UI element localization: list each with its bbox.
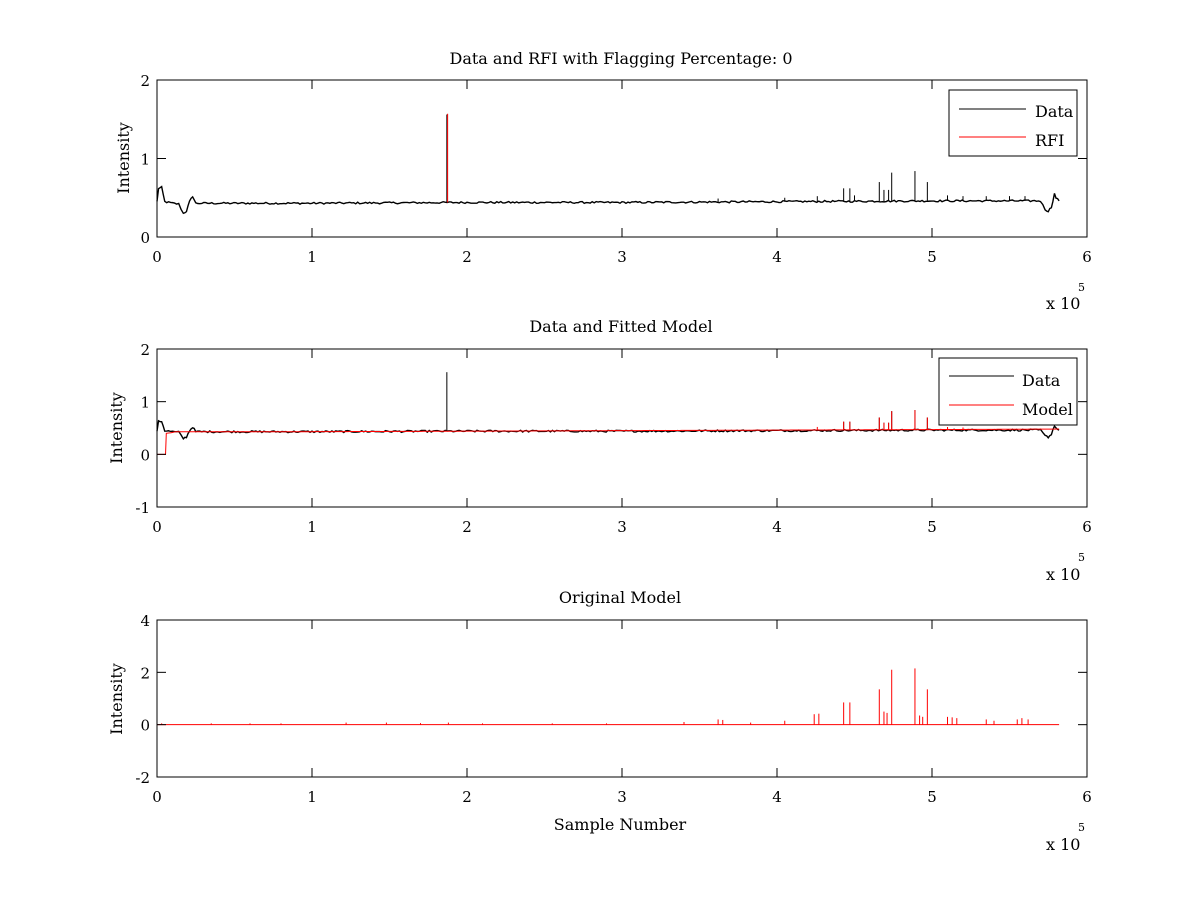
panel-2-legend-label-model: Model — [1022, 400, 1073, 419]
x-tick-label: 0 — [152, 518, 162, 536]
panel-1-title: Data and RFI with Flagging Percentage: 0 — [449, 49, 792, 68]
x-tick-label: 1 — [307, 788, 317, 806]
y-tick-label: 1 — [140, 394, 150, 412]
y-tick-label: 0 — [140, 717, 150, 735]
panel-1-legend-label-rfi: RFI — [1035, 131, 1064, 150]
panel-2-legend-box — [938, 357, 1078, 426]
panel-2: Data and Fitted Model Intensity 0 1 2 3 4 5 6 -… — [107, 317, 1092, 584]
panel-3-x-exponent-power: 5 — [1078, 821, 1085, 834]
x-tick-label: 0 — [152, 248, 162, 266]
y-tick-label: -1 — [135, 499, 150, 517]
panel-1-legend-box — [948, 89, 1078, 157]
x-tick-label: 3 — [617, 518, 627, 536]
x-tick-label: 3 — [617, 248, 627, 266]
x-tick-label: 2 — [462, 518, 472, 536]
x-tick-label: 5 — [927, 518, 937, 536]
x-tick-label: 4 — [772, 248, 782, 266]
panel-1-x-exponent: x 10 — [1046, 294, 1080, 313]
x-tick-label: 2 — [462, 248, 472, 266]
y-tick-label: -2 — [135, 769, 150, 787]
panel-3-xlabel: Sample Number — [554, 815, 687, 834]
panel-3-plot — [157, 668, 1060, 726]
x-tick-label: 1 — [307, 248, 317, 266]
panel-1-legend-label-data: Data — [1035, 102, 1074, 121]
y-tick-label: 0 — [140, 446, 150, 464]
panel-1-x-exponent-power: 5 — [1078, 281, 1085, 294]
panel-1-series-data-line — [156, 185, 1060, 215]
panel-1-ylabel: Intensity — [114, 122, 133, 194]
panel-1-ticks: 0 1 2 3 4 5 6 0 1 2 — [140, 72, 1091, 266]
x-tick-label: 0 — [152, 788, 162, 806]
panel-3-x-exponent: x 10 — [1046, 835, 1080, 854]
y-tick-label: 4 — [140, 612, 150, 630]
x-tick-label: 1 — [307, 518, 317, 536]
x-tick-label: 6 — [1082, 518, 1092, 536]
panel-2-x-exponent: x 10 — [1046, 565, 1080, 584]
y-tick-label: 1 — [140, 151, 150, 169]
x-tick-label: 2 — [462, 788, 472, 806]
panel-1-plot — [156, 113, 1060, 215]
panel-2-x-exponent-power: 5 — [1078, 551, 1085, 564]
panel-3-title: Original Model — [559, 588, 681, 607]
panel-2-title: Data and Fitted Model — [529, 317, 712, 336]
x-tick-label: 6 — [1082, 788, 1092, 806]
y-tick-label: 2 — [140, 341, 150, 359]
panel-2-series-model-line — [157, 428, 1060, 455]
x-tick-label: 4 — [772, 788, 782, 806]
panel-3-ylabel: Intensity — [107, 663, 126, 735]
panel-2-legend: Data Model — [938, 357, 1078, 426]
x-tick-label: 5 — [927, 248, 937, 266]
panel-2-plot — [156, 372, 1060, 455]
y-tick-label: 2 — [140, 664, 150, 682]
panel-1-legend: Data RFI — [948, 89, 1078, 157]
x-tick-label: 4 — [772, 518, 782, 536]
panel-1: Data and RFI with Flagging Percentage: 0… — [114, 49, 1092, 313]
panel-2-ylabel: Intensity — [107, 392, 126, 464]
x-tick-label: 5 — [927, 788, 937, 806]
panel-2-legend-label-data: Data — [1022, 371, 1061, 390]
x-tick-label: 3 — [617, 788, 627, 806]
x-tick-label: 6 — [1082, 248, 1092, 266]
y-tick-label: 2 — [140, 72, 150, 90]
y-tick-label: 0 — [140, 229, 150, 247]
